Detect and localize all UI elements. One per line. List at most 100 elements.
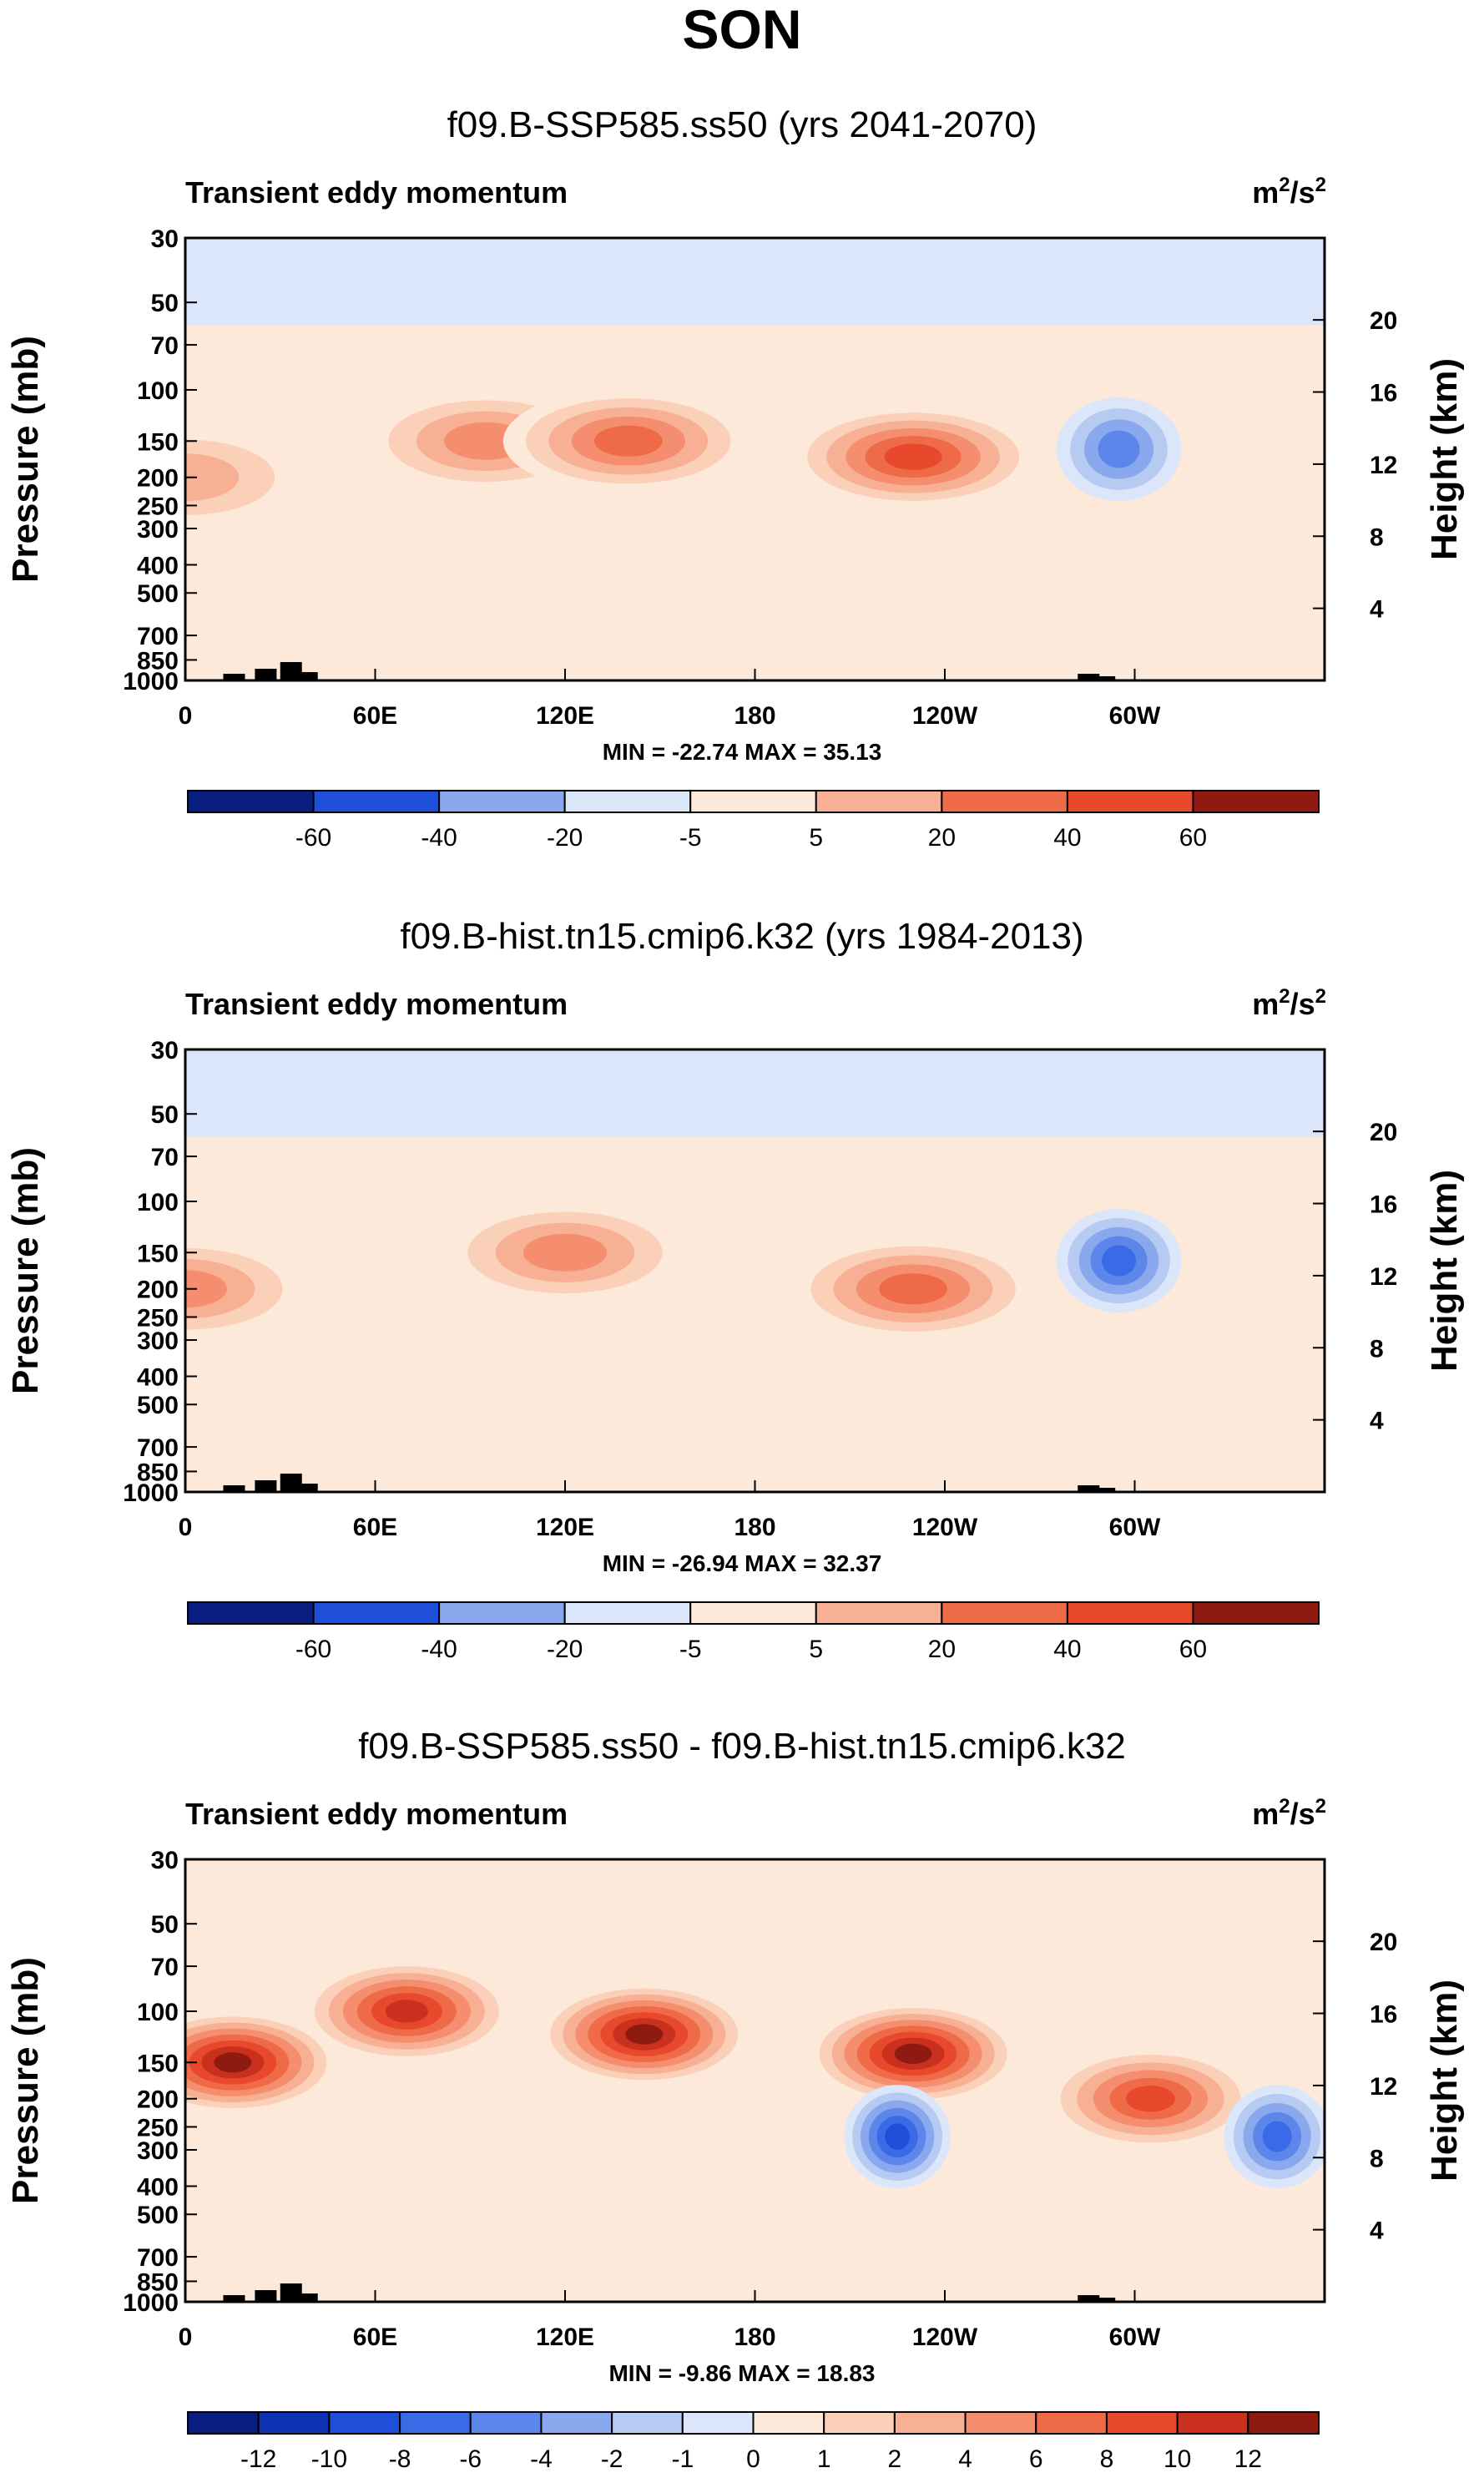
panel-subtitle: Transient eddy momentum (185, 987, 568, 1021)
y-tick-label: 50 (151, 290, 179, 317)
contour-2-level-4 (593, 425, 663, 457)
panels: f09.B-SSP585.ss50 (yrs 2041-2070) Transie… (5, 104, 1465, 2473)
topography-bar (1093, 2298, 1116, 2302)
colorbar-label: 1 (817, 2445, 831, 2473)
contour-3-level-7 (625, 2024, 664, 2045)
y-tick-label: 700 (137, 2244, 179, 2272)
y2-tick-label: 4 (1370, 1408, 1384, 1435)
topography-bar (295, 672, 318, 680)
x-tick-label: 0 (179, 1514, 193, 1541)
y-tick-label: 250 (137, 493, 179, 520)
colorbar-label: 0 (746, 2445, 760, 2473)
colorbar-cell (964, 2411, 1037, 2435)
x-tick-label: 180 (734, 2324, 775, 2351)
x-tick-label: 60E (353, 1514, 397, 1541)
y-tick-label: 100 (137, 377, 179, 405)
y-tick-label: 150 (137, 2050, 179, 2077)
topography-bar (255, 2290, 277, 2302)
colorbar-label: -1 (671, 2445, 694, 2473)
contour-4-level-3 (1098, 430, 1140, 468)
colorbar-label: -5 (679, 1636, 702, 1663)
x-tick-label: 120W (912, 2324, 978, 2351)
contour-5-level-5 (885, 2123, 910, 2150)
y2-tick-label: 16 (1370, 380, 1397, 407)
y2-axis-title: Height (km) (1424, 1170, 1465, 1372)
colorbar-cell (689, 790, 817, 813)
colorbar-label: 5 (809, 1636, 823, 1663)
y-tick-label: 850 (137, 1459, 179, 1486)
topography-bar (1078, 2295, 1100, 2302)
x-tick-label: 120E (536, 2324, 594, 2351)
colorbar: -60 -40 -20 -5 5 20 40 60 (187, 1601, 1320, 1663)
units-sup-2: 2 (1315, 174, 1326, 196)
colorbar-label: 20 (928, 824, 956, 852)
topography-bar (1093, 1488, 1116, 1492)
contour-field (185, 1049, 1325, 1492)
topography-bar (1078, 674, 1100, 680)
colorbar: -60 -40 -20 -5 5 20 40 60 (187, 790, 1320, 852)
contour-7-level-4 (1262, 2121, 1292, 2152)
y-tick-label: 700 (137, 623, 179, 650)
colorbar-cell (187, 2411, 260, 2435)
topography-bar (295, 2293, 318, 2302)
colorbar-label: -6 (459, 2445, 482, 2473)
colorbar-cell (328, 2411, 401, 2435)
colorbar-cell (611, 2411, 684, 2435)
units-mid: /s (1290, 1797, 1315, 1831)
contour-5-level-2 (185, 453, 240, 502)
colorbar-label: 4 (958, 2445, 972, 2473)
y-tick-label: 200 (137, 465, 179, 493)
colorbar-label: -12 (240, 2445, 276, 2473)
y-tick-label: 300 (137, 2137, 179, 2165)
x-tick-label: 180 (734, 702, 775, 730)
y-tick-label: 700 (137, 1434, 179, 1462)
y2-tick-label: 12 (1370, 1263, 1397, 1291)
y-tick-label: 850 (137, 647, 179, 675)
colorbar-cell (1176, 2411, 1249, 2435)
colorbar-cell (312, 790, 441, 813)
y-tick-label: 400 (137, 2174, 179, 2202)
colorbar-cell (540, 2411, 613, 2435)
colorbar-cell (1192, 1601, 1320, 1625)
colorbar-label: 8 (1100, 2445, 1114, 2473)
y-tick-label: 70 (151, 1144, 179, 1171)
colorbar-cell (815, 790, 943, 813)
colorbar-label: -2 (601, 2445, 623, 2473)
colorbar-cell (941, 1601, 1068, 1625)
colorbar-cell (681, 2411, 755, 2435)
y-tick-label: 250 (137, 2114, 179, 2142)
colorbar-label: -20 (547, 824, 583, 852)
colorbar-cell (257, 2411, 331, 2435)
colorbar-label: -20 (547, 1636, 583, 1663)
x-tick-label: 0 (179, 2324, 193, 2351)
panel-title: f09.B-SSP585.ss50 (yrs 2041-2070) (447, 104, 1037, 145)
colorbar-cell (1247, 2411, 1320, 2435)
y-tick-label: 250 (137, 1304, 179, 1332)
panel-subtitle: Transient eddy momentum (185, 175, 568, 210)
topography-bar (223, 1485, 245, 1492)
colorbar-label: 2 (888, 2445, 902, 2473)
units-sup-1: 2 (1279, 174, 1290, 196)
y2-tick-label: 8 (1370, 1335, 1384, 1363)
y-tick-label: 50 (151, 1911, 179, 1939)
units-label: m2/s2 (1252, 174, 1326, 210)
y2-tick-label: 4 (1370, 596, 1384, 624)
y2-tick-label: 20 (1370, 1929, 1397, 1956)
units-base: m (1252, 1797, 1279, 1831)
colorbar-label: 6 (1029, 2445, 1043, 2473)
y-tick-label: 30 (151, 225, 179, 253)
colorbar-cell (893, 2411, 967, 2435)
contour-field (185, 1859, 1325, 2302)
y-tick-label: 1000 (123, 668, 179, 695)
contour-field (185, 238, 1325, 680)
x-tick-label: 120W (912, 702, 978, 730)
colorbar-cell (563, 1601, 692, 1625)
colorbar-cell (438, 1601, 566, 1625)
contour-6-level-5 (1126, 2086, 1175, 2112)
y2-tick-label: 4 (1370, 2217, 1384, 2245)
topography-bar (1078, 1485, 1100, 1492)
colorbar-cell (752, 2411, 825, 2435)
x-tick-label: 120E (536, 1514, 594, 1541)
x-tick-label: 120W (912, 1514, 978, 1541)
colorbar-cell (312, 1601, 441, 1625)
